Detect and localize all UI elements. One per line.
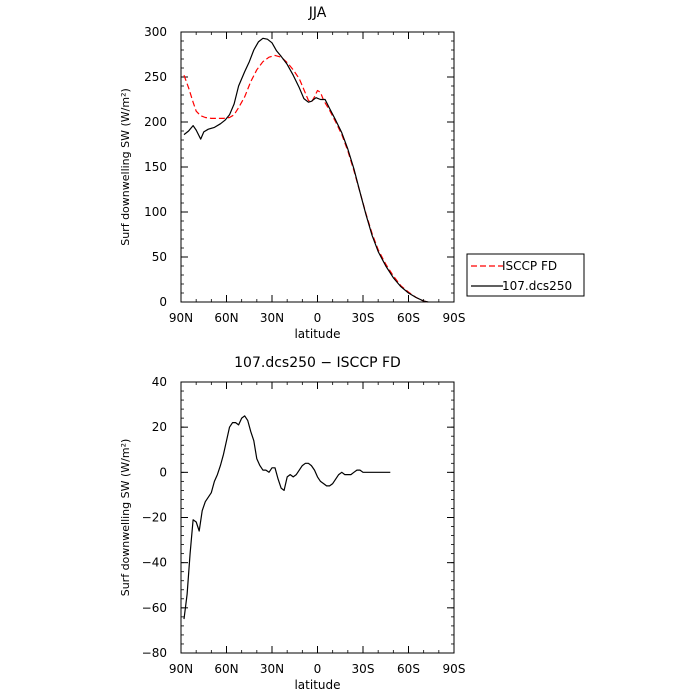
difference-chart: 90N 60N 30N 0 30S 60S 90S −80 −60 −40 −20 0 20 40 107.… [119, 355, 465, 692]
y-tick-label: 20 [152, 420, 167, 434]
plot-frame [180, 381, 455, 654]
x-tick-label: 60S [397, 311, 420, 325]
x-tick-label: 90S [443, 662, 466, 676]
y-tick-label: −80 [142, 646, 167, 660]
y-tick-label: 50 [152, 250, 167, 264]
y-tick-label: 0 [159, 295, 167, 309]
y-tick-label: 150 [144, 160, 167, 174]
x-tick-label: 60S [397, 662, 420, 676]
y-tick-label: 0 [159, 465, 167, 479]
series-line-107-dcs250 [183, 37, 429, 303]
series-line-isccp-fd [183, 54, 429, 303]
y-axis-label: Surf downwelling SW (W/m²) [119, 439, 132, 597]
y-axis-label: Surf downwelling SW (W/m²) [119, 88, 132, 246]
x-tick-label: 60N [214, 662, 238, 676]
chart-title: 107.dcs250 − ISCCP FD [234, 355, 401, 371]
x-tick-label: 30S [352, 311, 375, 325]
x-tick-label: 60N [214, 311, 238, 325]
x-tick-label: 90S [443, 311, 466, 325]
legend-box [466, 253, 585, 297]
y-tick-label: 250 [144, 70, 167, 84]
y-tick-label: 200 [144, 115, 167, 129]
y-tick-label: −60 [142, 601, 167, 615]
x-tick-label: 90N [169, 662, 193, 676]
legend-label: ISCCP FD [502, 259, 557, 273]
x-axis-label: latitude [294, 678, 340, 692]
y-tick-label: 40 [152, 375, 167, 389]
y-tick-label: 100 [144, 205, 167, 219]
x-tick-label: 90N [169, 311, 193, 325]
x-tick-label: 30N [260, 311, 284, 325]
x-tick-label: 0 [314, 311, 322, 325]
legend-label: 107.dcs250 [502, 279, 572, 293]
chart-title: JJA [308, 5, 327, 21]
x-tick-label: 0 [314, 662, 322, 676]
jja-chart: 90N 60N 30N 0 30S 60S 90S 0 50 100 150 200 250 300 JJA… [119, 5, 585, 341]
x-axis-label: latitude [294, 327, 340, 341]
y-tick-label: −40 [142, 556, 167, 570]
y-tick-label: 300 [144, 25, 167, 39]
y-tick-label: −20 [142, 511, 167, 525]
plot-frame [180, 31, 455, 303]
x-tick-label: 30S [352, 662, 375, 676]
x-tick-label: 30N [260, 662, 284, 676]
difference-line [183, 415, 391, 620]
